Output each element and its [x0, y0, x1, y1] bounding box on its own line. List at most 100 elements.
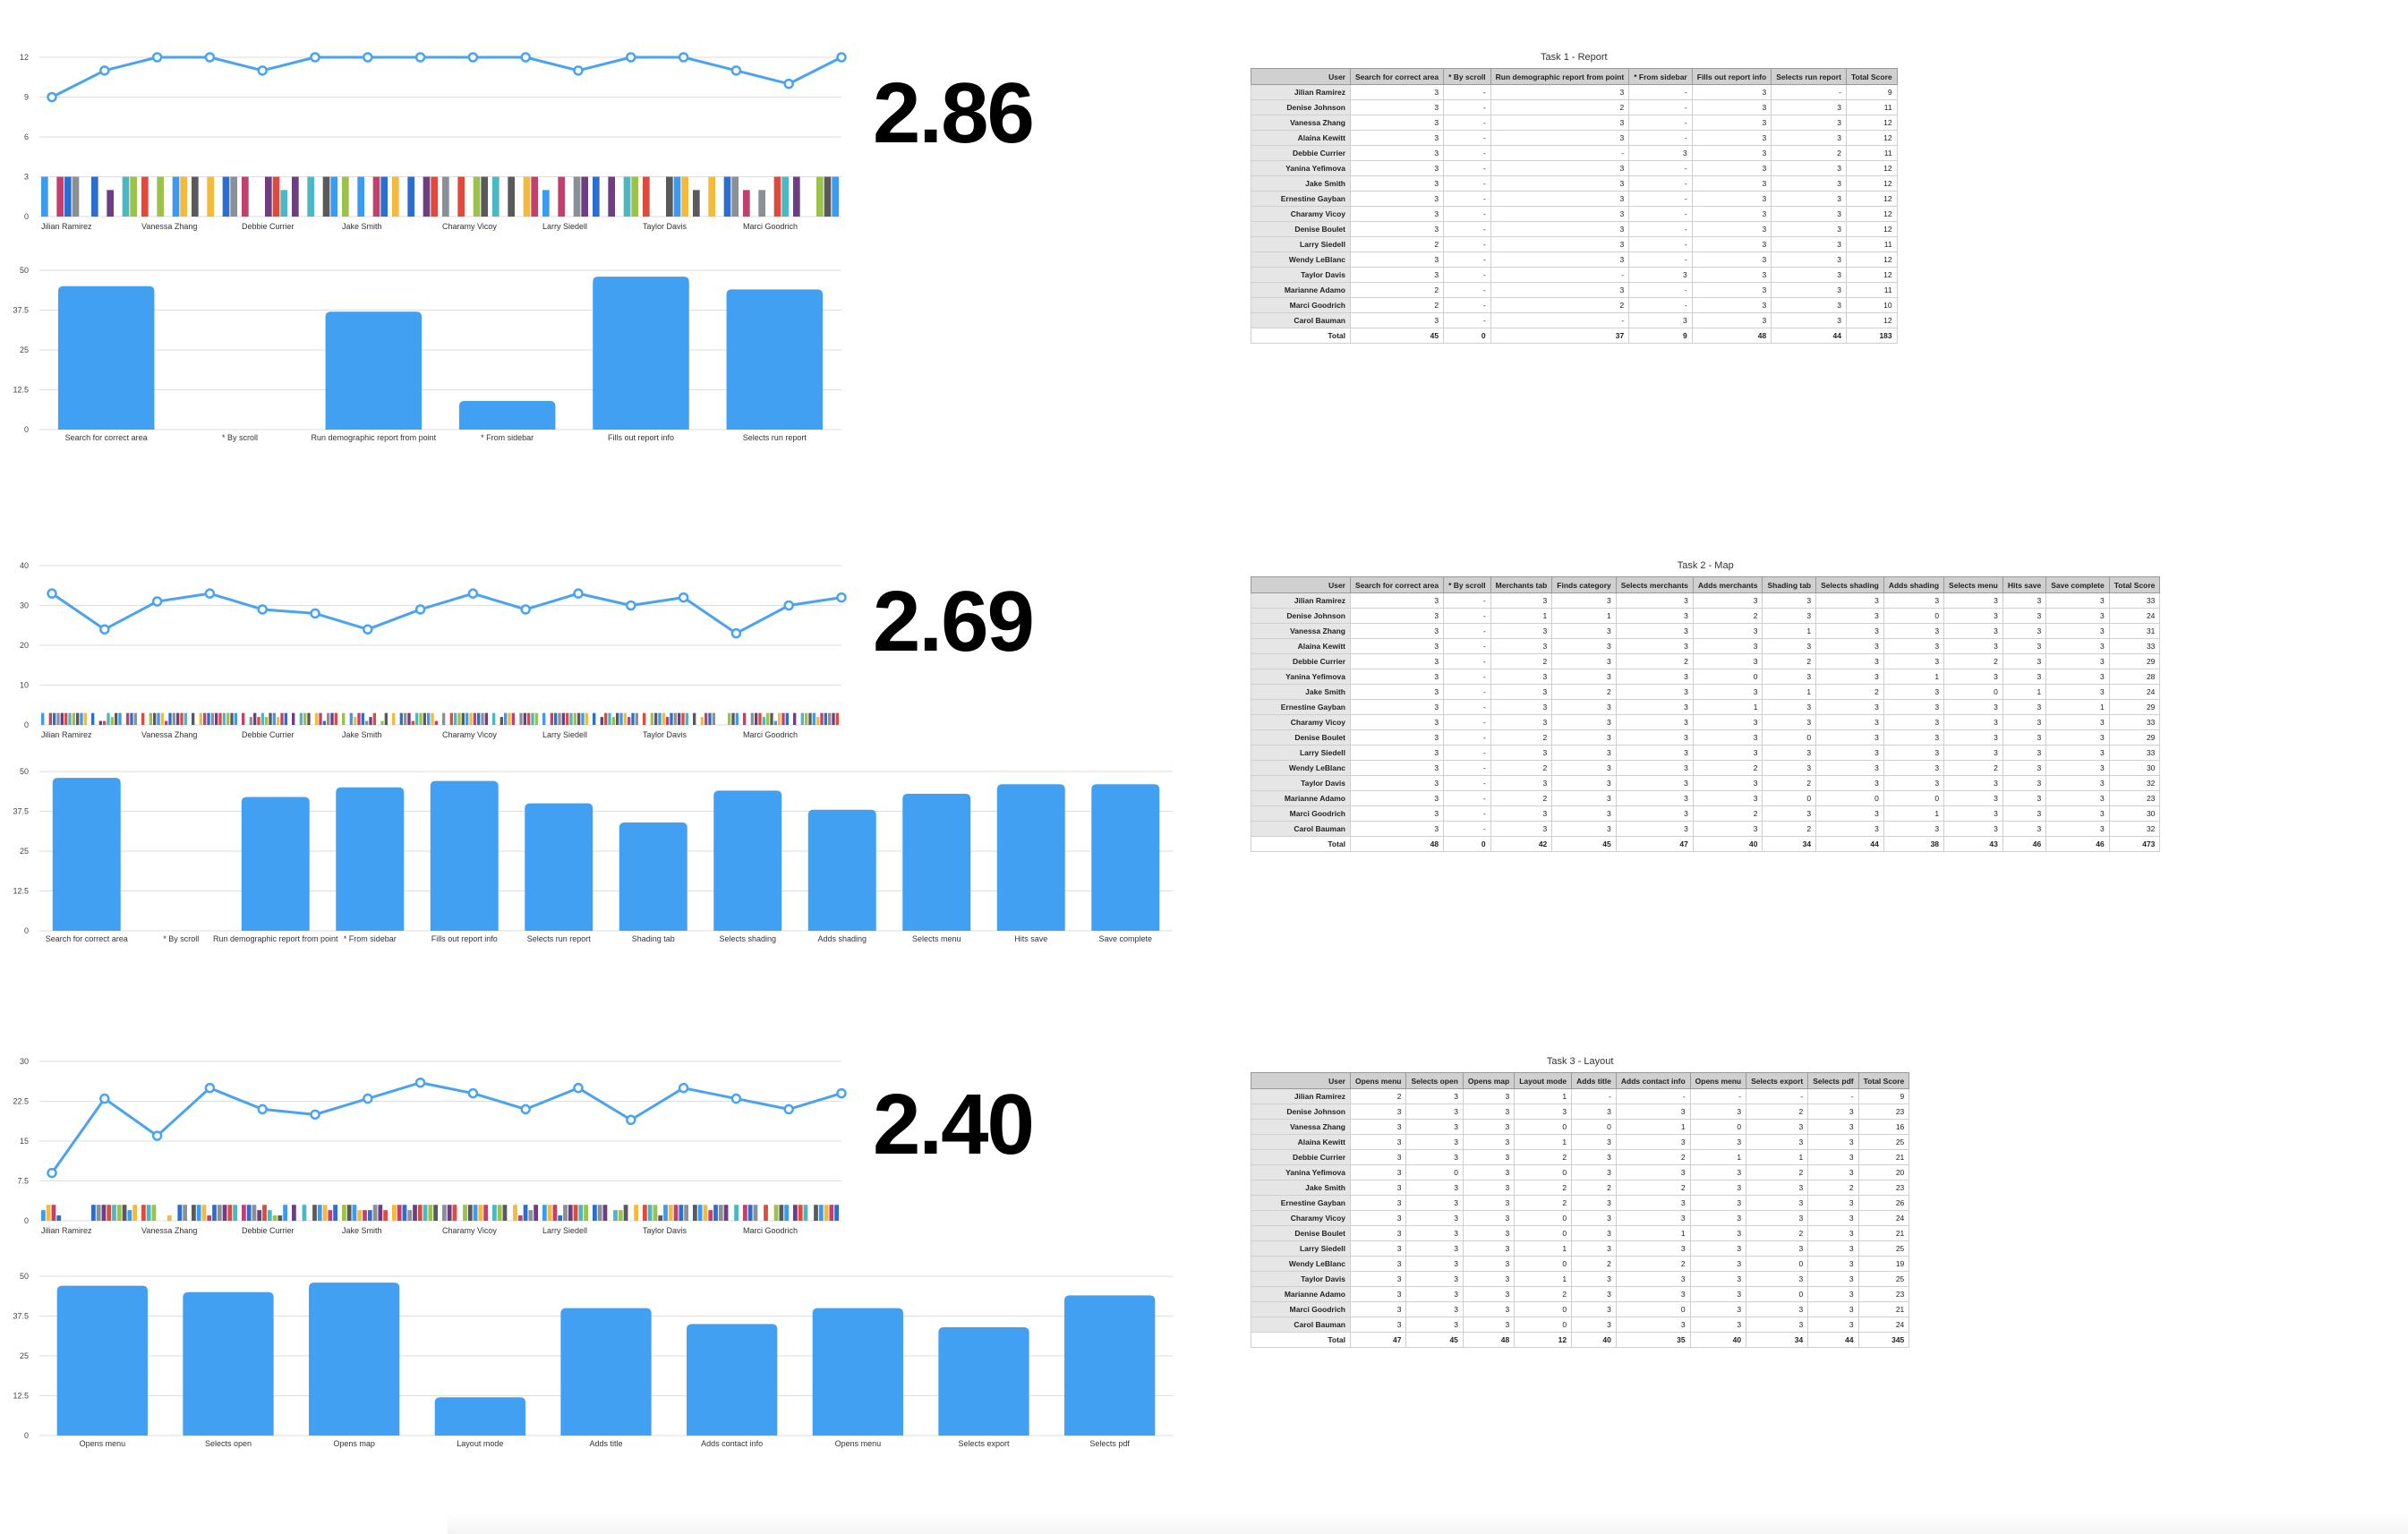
score-cell: 3: [1490, 669, 1553, 685]
score-cell: 3: [1462, 1301, 1516, 1317]
score-cell: 345: [1857, 1332, 1910, 1348]
sub-bar: [758, 712, 762, 725]
score-cell: 1: [1883, 805, 1945, 822]
task-2-table: User Search for correct area * By scroll Me…: [1251, 576, 2161, 852]
sub-bar: [183, 1205, 187, 1221]
column-header: * By scroll: [1443, 576, 1491, 593]
score-cell: 3: [1689, 1317, 1747, 1333]
score-cell: 3: [1571, 1225, 1617, 1241]
sub-bar: [743, 190, 750, 217]
score-cell: 3: [1689, 1164, 1747, 1180]
score-point: [204, 588, 216, 599]
score-cell: 30: [2108, 805, 2161, 822]
score-cell: 3: [1691, 221, 1772, 237]
score-cell: 3: [1807, 1195, 1859, 1211]
score-cell: 3: [1462, 1164, 1516, 1180]
sub-bar: [68, 712, 72, 725]
score-point: [414, 604, 426, 615]
score-cell: 24: [1857, 1210, 1910, 1226]
sub-bar: [110, 717, 114, 725]
sub-bar: [352, 1205, 357, 1221]
score-point: [573, 65, 584, 76]
user-cell: Denise Johnson: [1251, 608, 1351, 624]
score-cell: 2: [1514, 1180, 1573, 1196]
score-cell: 3: [1691, 175, 1772, 192]
sub-bar: [531, 712, 534, 725]
score-cell: 2: [1746, 1104, 1809, 1120]
task-1-table: User Search for correct area * By scroll Ru…: [1251, 68, 1898, 344]
task-3-line-chart: 0 7.5 15 22.5 30 Jilian Ramirez Vanessa Zhang D…: [13, 1057, 847, 1235]
score-cell: 3: [2045, 608, 2110, 624]
score-point: [99, 624, 110, 635]
sub-bar: [653, 1205, 658, 1221]
sub-bar: [192, 712, 195, 725]
score-cell: 2: [1490, 790, 1553, 806]
score-point: [47, 91, 57, 103]
score-cell: 3: [1689, 1286, 1747, 1302]
task-2-section: 0 10 20 30 40 Jilian Ramirez Vanessa Zhang Debb…: [0, 508, 2408, 1018]
sub-bar: [153, 712, 157, 725]
sub-bar: [257, 1210, 262, 1221]
score-cell: 1: [1514, 1271, 1573, 1287]
sub-bar: [784, 1205, 789, 1221]
score-cell: 3: [1691, 99, 1772, 115]
table-row: Larry Siedell 3 3 3 1 3 3 3 3 3 25: [1251, 1240, 1910, 1257]
category-label: Opens map: [333, 1439, 375, 1448]
task-1-score: 2.86: [873, 65, 1035, 161]
score-cell: 3: [1771, 312, 1847, 328]
sub-bar: [284, 712, 287, 725]
score-cell: -: [1628, 99, 1693, 115]
score-cell: 10: [1845, 297, 1898, 313]
user-cell: Larry Siedell: [1251, 1240, 1351, 1257]
score-cell: 3: [1349, 684, 1445, 700]
user-cell: Total: [1251, 1332, 1351, 1348]
score-cell: 3: [1762, 669, 1817, 685]
score-point: [310, 52, 320, 63]
score-cell: 0: [1514, 1225, 1573, 1241]
y-tick-label: 37.5: [13, 306, 29, 315]
y-tick-label: 12.5: [13, 386, 29, 395]
task-2-table-title: Task 2 - Map: [1677, 560, 1734, 571]
sub-bar: [64, 176, 72, 217]
category-bar: [807, 809, 876, 931]
score-cell: 3: [2002, 760, 2047, 776]
score-cell: 34: [1746, 1332, 1809, 1348]
score-cell: 3: [1490, 282, 1630, 298]
sub-bar: [91, 1205, 96, 1221]
task-2-line-chart: 0 10 20 30 40 Jilian Ramirez Vanessa Zhang Debb…: [20, 561, 847, 739]
sub-bar: [793, 176, 800, 217]
sub-bar: [242, 1205, 246, 1221]
sub-bar: [431, 712, 434, 725]
user-cell: Taylor Davis: [1251, 1271, 1351, 1287]
sub-bar: [743, 712, 747, 725]
score-cell: 21: [1857, 1149, 1910, 1165]
score-cell: 32: [2108, 775, 2161, 791]
score-cell: 2: [1807, 1180, 1859, 1196]
score-cell: 3: [1349, 790, 1445, 806]
sub-bar: [681, 712, 685, 725]
score-cell: 3: [1349, 608, 1445, 624]
score-cell: 3: [1349, 130, 1445, 146]
category-bar: [1091, 784, 1160, 931]
score-cell: 3: [1807, 1256, 1859, 1272]
sub-bar: [277, 717, 280, 725]
score-cell: 3: [1771, 221, 1847, 237]
user-cell: Jake Smith: [1251, 175, 1351, 192]
sub-bar: [561, 712, 565, 725]
sub-bar: [319, 712, 322, 725]
sub-bar: [743, 1205, 747, 1221]
task-3-table-title: Task 3 - Layout: [1546, 1056, 1614, 1067]
score-cell: 3: [1405, 1210, 1464, 1226]
sub-bar: [41, 176, 48, 217]
sub-bar: [492, 176, 500, 217]
sub-bar: [623, 712, 627, 725]
task-1-section: 0 3 6 9 12 Jilian Ramirez Vanessa Zhang Debbie …: [0, 0, 2408, 510]
table-row: Jake Smith 3-3-3 3 12: [1251, 175, 1898, 192]
score-cell: -: [1443, 592, 1491, 609]
score-cell: 3: [1943, 638, 2003, 654]
column-header: Selects merchants: [1615, 576, 1694, 593]
sub-bar: [481, 176, 488, 217]
sub-bar: [361, 712, 364, 725]
score-cell: 12: [1514, 1332, 1573, 1348]
sub-bar: [383, 1210, 388, 1221]
